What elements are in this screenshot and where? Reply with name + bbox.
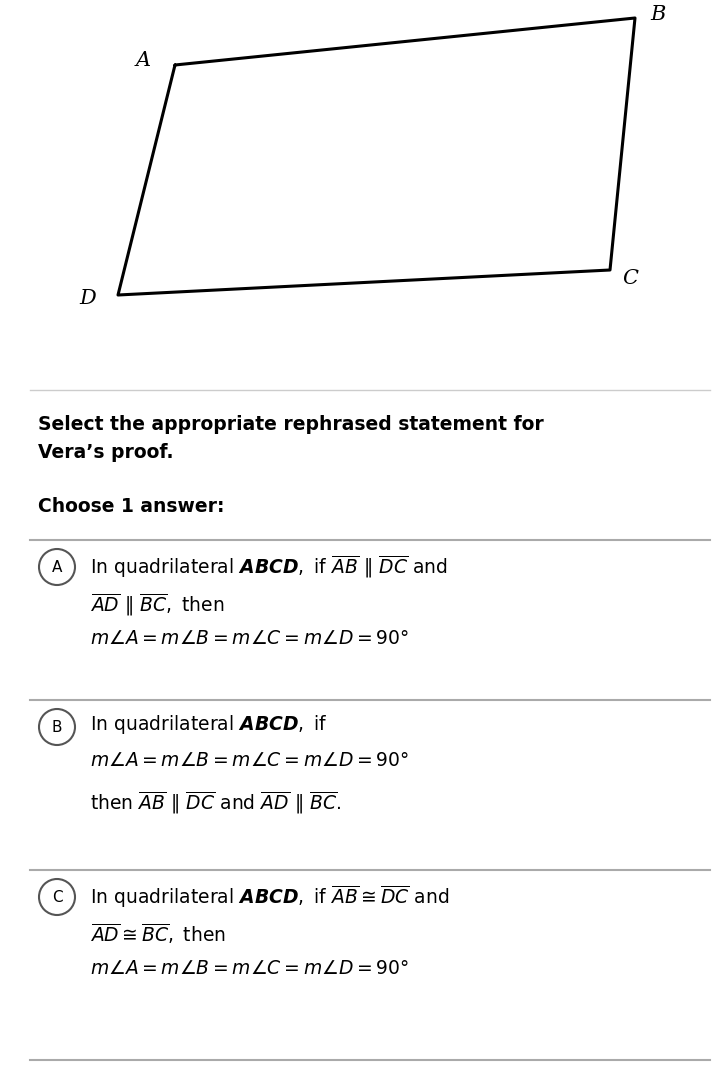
Text: A: A <box>52 559 62 574</box>
Text: Vera’s proof.: Vera’s proof. <box>38 443 174 462</box>
Text: $\mathrm{In\ quadrilateral\ }\boldsymbol{ABCD}\mathrm{,\ if\ }\overline{AB} \con: $\mathrm{In\ quadrilateral\ }\boldsymbol… <box>90 883 449 909</box>
Text: D: D <box>80 288 96 307</box>
Text: A: A <box>135 51 150 70</box>
Text: Choose 1 answer:: Choose 1 answer: <box>38 497 225 516</box>
Text: $m\angle A = m\angle B = m\angle C = m\angle D = 90°$: $m\angle A = m\angle B = m\angle C = m\a… <box>90 629 409 648</box>
Text: $\mathrm{In\ quadrilateral\ }\boldsymbol{ABCD}\mathrm{,\ if\ }\overline{AB}\ \|\: $\mathrm{In\ quadrilateral\ }\boldsymbol… <box>90 553 448 579</box>
Text: C: C <box>622 269 638 287</box>
Text: $m\angle A = m\angle B = m\angle C = m\angle D = 90°$: $m\angle A = m\angle B = m\angle C = m\a… <box>90 959 409 978</box>
Text: $\mathrm{then\ }\overline{AB}\ \|\ \overline{DC}\ \mathrm{and\ }\overline{AD}\ \: $\mathrm{then\ }\overline{AB}\ \|\ \over… <box>90 789 341 816</box>
Text: C: C <box>52 889 63 904</box>
Text: B: B <box>650 5 666 25</box>
Text: $\overline{AD}\ \|\ \overline{BC}\mathrm{,\ then}$: $\overline{AD}\ \|\ \overline{BC}\mathrm… <box>90 591 225 618</box>
Text: $\mathrm{In\ quadrilateral\ }\boldsymbol{ABCD}\mathrm{,\ if}$: $\mathrm{In\ quadrilateral\ }\boldsymbol… <box>90 713 328 736</box>
Text: Select the appropriate rephrased statement for: Select the appropriate rephrased stateme… <box>38 415 544 434</box>
Text: $m\angle A = m\angle B = m\angle C = m\angle D = 90°$: $m\angle A = m\angle B = m\angle C = m\a… <box>90 751 409 770</box>
Text: $\overline{AD} \cong \overline{BC}\mathrm{,\ then}$: $\overline{AD} \cong \overline{BC}\mathr… <box>90 921 226 946</box>
Text: B: B <box>52 719 62 734</box>
